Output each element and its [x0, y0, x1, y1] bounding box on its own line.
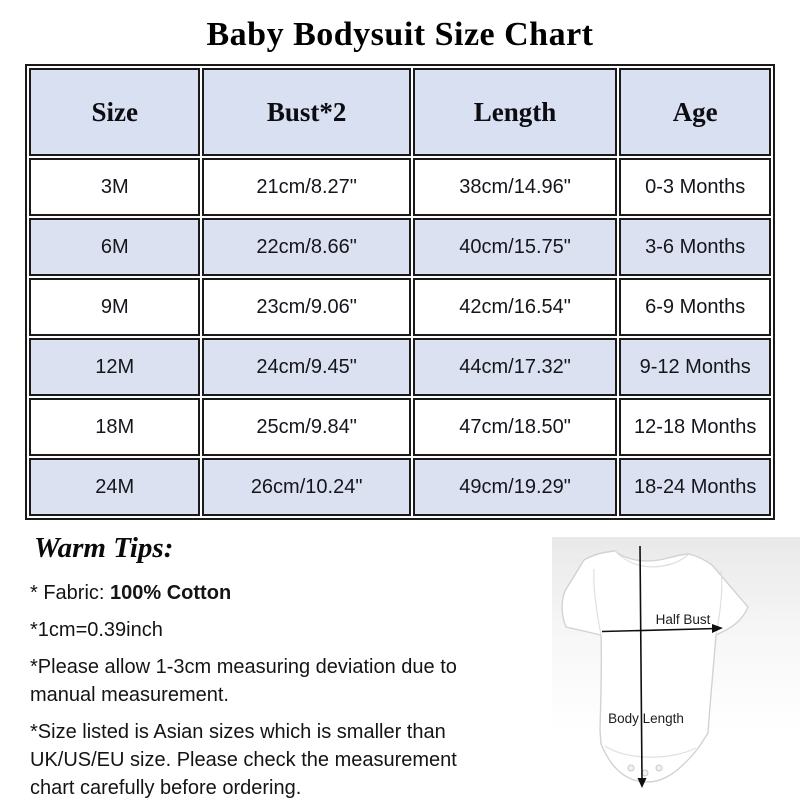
body-length-arrowhead [637, 778, 647, 788]
cell-age: 12-18 Months [619, 398, 771, 456]
cell-size: 9M [29, 278, 201, 336]
table-row: 12M 24cm/9.45" 44cm/17.32" 9-12 Months [29, 338, 771, 396]
cell-size: 6M [29, 218, 201, 276]
bodysuit-graphic: Half Bust Body Length [561, 545, 749, 788]
warm-tips-list: * Fabric: 100% Cotton *1cm=0.39inch *Ple… [30, 579, 530, 811]
col-header-age: Age [619, 68, 771, 156]
tip-deviation: *Please allow 1-3cm measuring deviation … [30, 656, 457, 706]
tip-fabric-value: 100% Cotton [110, 582, 232, 604]
cell-bust: 25cm/9.84" [202, 398, 411, 456]
table-row: 24M 26cm/10.24" 49cm/19.29" 18-24 Months [29, 458, 771, 516]
cell-length: 38cm/14.96" [412, 158, 618, 216]
page-title: Baby Bodysuit Size Chart [206, 16, 594, 53]
cell-size: 12M [29, 338, 201, 396]
cell-length: 47cm/18.50" [412, 398, 618, 456]
cell-length: 44cm/17.32" [412, 338, 618, 396]
cell-bust: 24cm/9.45" [202, 338, 411, 396]
table-row: 3M 21cm/8.27" 38cm/14.96" 0-3 Months [29, 158, 771, 216]
cell-age: 9-12 Months [619, 338, 771, 396]
cell-age: 0-3 Months [619, 158, 771, 216]
snap-button [655, 764, 663, 772]
half-bust-arrow [601, 627, 718, 633]
neckline-fold-right [661, 553, 690, 567]
size-chart-table: Size Bust*2 Length Age 3M 21cm/8.27" 38c… [25, 64, 775, 520]
col-header-bust: Bust*2 [202, 68, 411, 156]
tip-cm-inch: *1cm=0.39inch [30, 619, 163, 641]
tip-fabric-prefix: * Fabric: [30, 582, 111, 604]
snap-button [641, 769, 649, 777]
table-row: 9M 23cm/9.06" 42cm/16.54" 6-9 Months [29, 278, 771, 336]
cell-size: 18M [29, 398, 201, 456]
bodysuit-measurement-diagram: Half Bust Body Length [552, 537, 800, 800]
tip-asian-size: *Size listed is Asian sizes which is sma… [30, 721, 457, 799]
cell-length: 42cm/16.54" [412, 278, 618, 336]
cell-bust: 26cm/10.24" [202, 458, 411, 516]
col-header-size: Size [29, 68, 201, 156]
cell-length: 40cm/15.75" [412, 218, 618, 276]
bodysuit-outline [561, 550, 749, 783]
half-bust-label: Half Bust [656, 612, 711, 627]
cell-bust: 22cm/8.66" [202, 218, 411, 276]
body-length-arrow [639, 545, 643, 781]
cell-length: 49cm/19.29" [412, 458, 618, 516]
cell-age: 3-6 Months [619, 218, 771, 276]
cell-bust: 23cm/9.06" [202, 278, 411, 336]
warm-tips-heading: Warm Tips: [34, 532, 174, 564]
crotch-flap-seam [604, 745, 697, 758]
tip-fabric: * Fabric: 100% Cotton [30, 579, 530, 607]
cell-age: 18-24 Months [619, 458, 771, 516]
table-row: 18M 25cm/9.84" 47cm/18.50" 12-18 Months [29, 398, 771, 456]
half-bust-arrowhead [712, 624, 723, 633]
col-header-length: Length [412, 68, 618, 156]
left-sleeve-seam [593, 568, 602, 636]
cell-size: 24M [29, 458, 201, 516]
table-row: 6M 22cm/8.66" 40cm/15.75" 3-6 Months [29, 218, 771, 276]
cell-size: 3M [29, 158, 201, 216]
cell-age: 6-9 Months [619, 278, 771, 336]
body-length-label: Body Length [608, 711, 684, 726]
cell-bust: 21cm/8.27" [202, 158, 411, 216]
snap-button [627, 764, 635, 772]
table-header-row: Size Bust*2 Length Age [29, 68, 771, 156]
